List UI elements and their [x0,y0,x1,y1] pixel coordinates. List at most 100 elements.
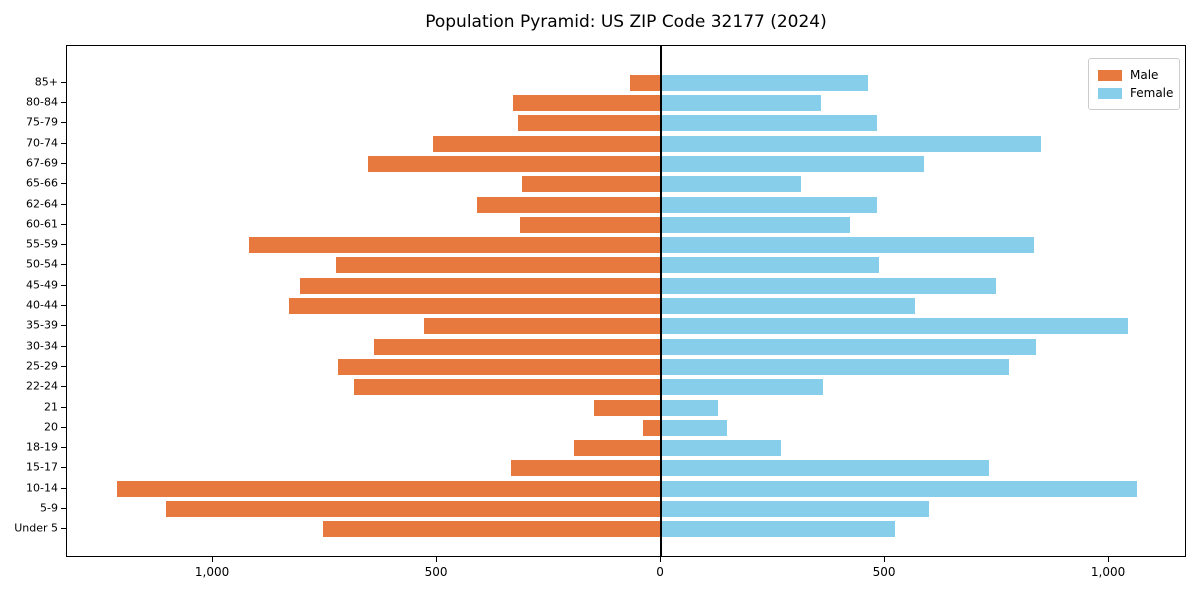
bar-male-Under 5 [322,521,662,538]
y-tick-label-67-69: 67-69 [26,156,58,170]
bar-female-85+ [662,74,869,91]
bar-female-25-29 [662,358,1010,375]
y-tick-label-40-44: 40-44 [26,298,58,312]
bar-female-62-64 [662,196,878,213]
y-tick-label-22-24: 22-24 [26,379,58,393]
y-tick-mark [61,467,66,469]
bar-female-Under 5 [662,521,895,538]
x-tick-label-500: 500 [424,565,448,579]
y-tick-mark [61,487,66,489]
x-tick-label-1,000: 1,000 [194,565,230,579]
bar-female-22-24 [662,379,824,396]
y-tick-mark [61,102,66,103]
y-tick-mark [61,406,66,408]
bar-male-5-9 [166,501,662,517]
bar-male-18-19 [573,440,662,457]
bar-female-21 [662,399,719,416]
chart-title: Population Pyramid: US ZIP Code 32177 (2… [425,12,827,32]
bar-female-65-66 [662,176,801,193]
legend-item-female: Female [1098,84,1174,102]
plot-area [66,45,1186,557]
x-tick-mark [212,557,214,562]
bar-male-10-14 [116,480,662,497]
x-tick-mark [884,557,886,562]
bar-male-40-44 [289,298,662,314]
y-tick-label-65-66: 65-66 [26,176,58,190]
y-tick-label-85+: 85+ [34,75,58,89]
legend-item-male: Male [1098,66,1170,84]
y-tick-mark [61,203,66,205]
y-tick-label-55-59: 55-59 [26,237,58,251]
bar-male-62-64 [477,196,662,213]
bar-female-20 [662,419,727,436]
bar-male-21 [593,399,662,416]
bar-female-5-9 [662,501,929,517]
bar-female-50-54 [662,257,880,274]
bar-male-50-54 [336,257,662,274]
female-color-swatch [1098,87,1122,99]
y-tick-mark [61,244,66,246]
y-tick-mark [61,183,66,185]
y-tick-label-Under 5: Under 5 [14,521,58,535]
y-tick-label-30-34: 30-34 [26,339,58,353]
bar-female-15-17 [662,460,990,477]
y-tick-mark [61,162,66,164]
y-tick-label-5-9: 5-9 [40,501,58,515]
bar-male-20 [643,419,662,436]
y-tick-label-21: 21 [44,400,58,413]
bar-male-80-84 [513,95,662,111]
x-tick-mark [660,557,662,562]
x-tick-mark [436,557,438,562]
bar-male-65-66 [522,176,662,193]
y-tick-mark [61,508,66,509]
y-tick-label-15-17: 15-17 [26,460,58,474]
bar-female-40-44 [662,298,916,314]
y-tick-mark [61,223,66,225]
bar-male-55-59 [248,237,662,254]
bar-female-30-34 [662,338,1037,355]
bar-male-70-74 [432,135,662,152]
y-tick-label-75-79: 75-79 [26,115,58,129]
y-tick-mark [61,122,66,124]
bar-female-10-14 [662,480,1137,497]
y-tick-mark [61,325,66,327]
bar-female-35-39 [662,318,1128,335]
y-tick-label-60-61: 60-61 [26,217,58,231]
y-tick-mark [61,305,66,306]
bar-male-85+ [629,74,662,91]
bar-male-67-69 [367,155,662,172]
y-tick-mark [61,284,66,286]
bar-female-75-79 [662,115,878,132]
y-tick-mark [61,447,66,449]
y-tick-label-80-84: 80-84 [26,95,58,109]
y-tick-mark [61,426,66,428]
y-tick-label-70-74: 70-74 [26,136,58,150]
legend-label-female: Female [1130,86,1174,100]
y-tick-label-10-14: 10-14 [26,481,58,495]
x-tick-label-500: 500 [872,565,896,579]
bar-male-75-79 [517,115,662,132]
bar-female-55-59 [662,237,1034,254]
y-tick-label-18-19: 18-19 [26,440,58,454]
bar-male-30-34 [374,338,662,355]
y-tick-label-50-54: 50-54 [26,257,58,271]
bar-male-35-39 [423,318,662,335]
bar-female-45-49 [662,277,996,294]
bar-female-80-84 [662,95,822,111]
bar-male-25-29 [338,358,662,375]
y-tick-label-20: 20 [44,420,58,434]
legend: Male Female [1088,58,1180,110]
y-tick-label-35-39: 35-39 [26,318,58,332]
zero-axis-line [660,46,663,556]
y-tick-label-25-29: 25-29 [26,359,58,373]
bar-female-18-19 [662,440,781,457]
bar-female-70-74 [662,135,1041,152]
bar-male-45-49 [300,277,662,294]
bar-male-60-61 [519,216,662,233]
x-tick-label-0: 0 [656,565,664,579]
y-tick-label-45-49: 45-49 [26,278,58,292]
x-tick-label-1,000: 1,000 [1090,565,1126,579]
bar-female-60-61 [662,216,851,233]
bar-male-22-24 [354,379,662,396]
